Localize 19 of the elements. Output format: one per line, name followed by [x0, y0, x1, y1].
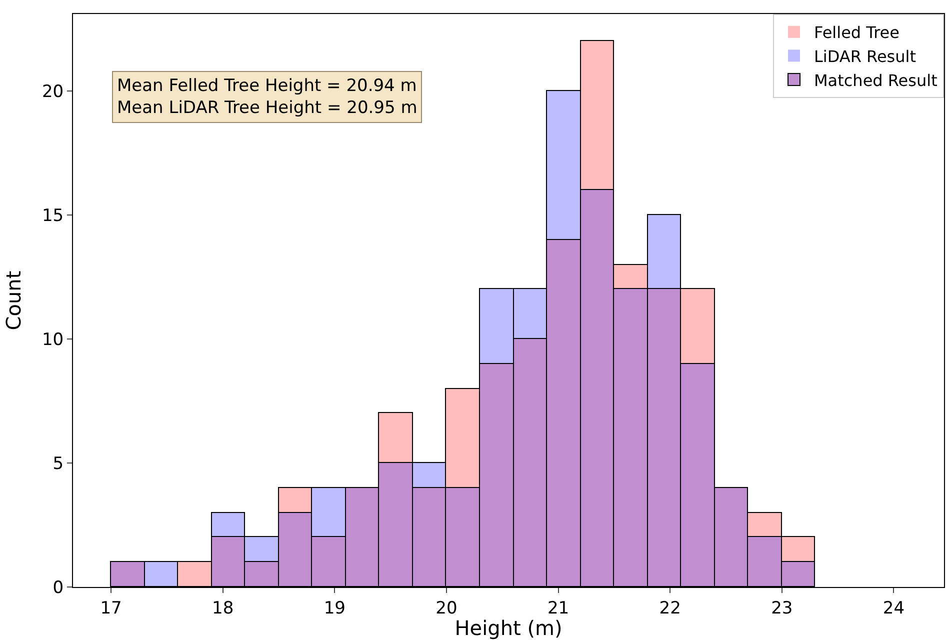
y-tick-label: 20 — [42, 82, 64, 102]
x-tick-label: 19 — [324, 598, 346, 618]
y-tick-label: 15 — [42, 206, 64, 226]
x-axis-title: Height (m) — [454, 616, 562, 640]
y-tick-label: 5 — [52, 454, 64, 474]
x-tick-label: 22 — [659, 598, 681, 618]
y-tick-label: 10 — [42, 330, 64, 350]
x-tick-label: 18 — [212, 598, 234, 618]
y-tick-label: 0 — [52, 578, 64, 598]
x-tick-label: 17 — [100, 598, 122, 618]
annotation: Mean Felled Tree Height = 20.94 m Mean LiDAR Tree Height = 20.95 m — [117, 76, 418, 118]
x-tick-label: 21 — [547, 598, 570, 618]
x-tick-label: 24 — [882, 598, 905, 618]
y-axis-title: Count — [1, 270, 26, 330]
x-tick-label: 23 — [771, 598, 793, 618]
x-tick-label: 20 — [436, 598, 458, 618]
legend-label: Felled Tree — [814, 23, 900, 42]
legend-label: LiDAR Result — [814, 46, 916, 66]
legend-label: Matched Result — [814, 70, 938, 90]
